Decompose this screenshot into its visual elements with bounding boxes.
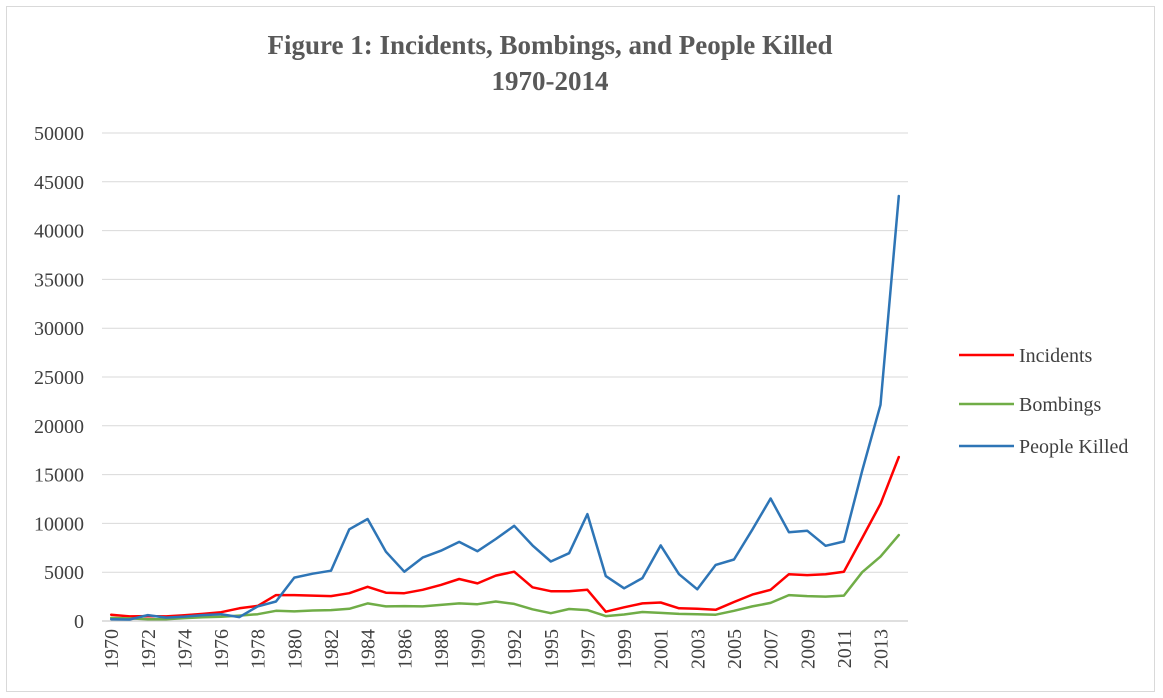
legend-entry: Incidents: [959, 345, 1093, 367]
series-line-bombings: [109, 533, 901, 621]
legend-label: People Killed: [1019, 436, 1128, 458]
y-tick-label: 50000: [34, 123, 84, 145]
x-tick-label: 1980: [284, 629, 306, 669]
x-tick-label: 2003: [687, 629, 709, 669]
x-tick-label: 1972: [138, 629, 160, 669]
series-line-incidents: [109, 455, 901, 618]
chart-title-line-2: 1970-2014: [492, 66, 609, 96]
y-tick-label: 0: [74, 611, 84, 633]
chart-frame: [6, 6, 1155, 692]
x-tick-label: 1995: [541, 629, 563, 669]
series-line-people-killed: [109, 194, 901, 621]
x-tick-label: 2009: [797, 629, 819, 669]
x-tick-label: 1999: [614, 629, 636, 669]
x-tick-label: 1970: [101, 629, 123, 669]
y-tick-label: 15000: [34, 465, 84, 487]
x-tick-label: 2013: [871, 629, 893, 669]
x-tick-label: 1997: [577, 629, 599, 669]
y-tick-label: 25000: [34, 367, 84, 389]
x-tick-label: 1974: [174, 629, 196, 669]
y-tick-label: 45000: [34, 172, 84, 194]
x-axis-tick-labels: 1970 1972 1974 1976 1978 1980 1982 1984 1986 1988…: [101, 629, 892, 669]
y-tick-label: 5000: [44, 562, 84, 584]
x-tick-label: 1990: [468, 629, 490, 669]
y-tick-label: 30000: [34, 318, 84, 340]
x-tick-label: 1976: [211, 629, 233, 669]
legend-entry: People Killed: [959, 436, 1128, 458]
series-lines: [109, 194, 901, 621]
chart-title: Figure 1: Incidents, Bombings, and Peopl…: [267, 30, 832, 96]
legend-label: Incidents: [1019, 345, 1093, 367]
x-tick-label: 1978: [248, 629, 270, 669]
y-tick-label: 40000: [34, 221, 84, 243]
legend: Incidents Bombings People Killed: [959, 345, 1128, 458]
legend-entry: Bombings: [959, 394, 1101, 416]
x-tick-label: 1988: [431, 629, 453, 669]
y-tick-label: 10000: [34, 513, 84, 535]
y-tick-label: 20000: [34, 416, 84, 438]
x-tick-label: 2005: [724, 629, 746, 669]
x-tick-label: 1992: [504, 629, 526, 669]
chart-title-line-1: Figure 1: Incidents, Bombings, and Peopl…: [267, 30, 832, 60]
x-tick-label: 1982: [321, 629, 343, 669]
x-tick-label: 1986: [394, 629, 416, 669]
x-tick-label: 1984: [358, 629, 380, 669]
legend-label: Bombings: [1019, 394, 1101, 416]
x-tick-label: 2011: [834, 629, 856, 668]
x-tick-label: 2007: [761, 629, 783, 669]
y-axis-tick-labels: 0 5000 10000 15000 20000 25000 30000 35000 40000…: [34, 123, 84, 633]
y-tick-label: 35000: [34, 269, 84, 291]
x-tick-label: 2001: [651, 629, 673, 669]
gridlines: [102, 132, 908, 622]
